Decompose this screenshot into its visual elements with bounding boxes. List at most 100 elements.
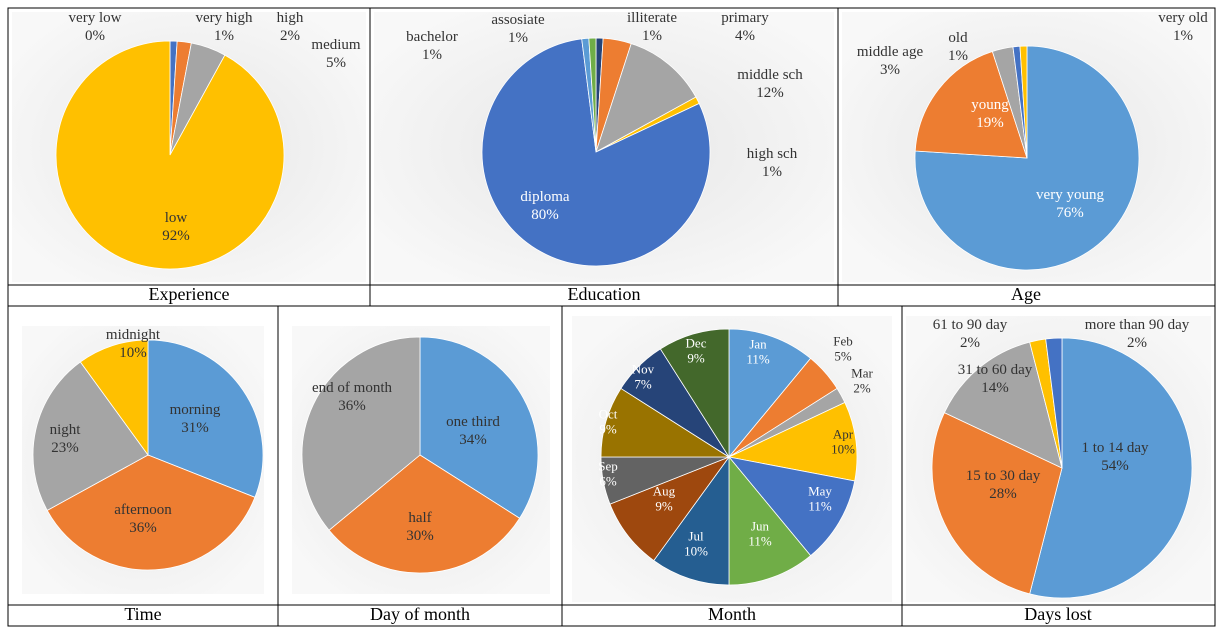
pie-slice: [653, 455, 730, 586]
category-name: Feb: [833, 333, 853, 348]
slice-label: low 92%: [162, 210, 190, 244]
pie-slice: [1019, 45, 1028, 159]
chart-caption: Day of month: [370, 604, 470, 624]
percent-label: 11%: [808, 498, 832, 513]
category-name: illiterate: [627, 10, 677, 26]
slice-label: very old 1%: [1158, 10, 1208, 44]
category-name: end of month: [312, 380, 392, 396]
category-name: primary: [721, 10, 769, 26]
slice-label: diploma 80%: [520, 189, 570, 223]
category-name: Apr: [833, 426, 854, 441]
percent-label: 11%: [746, 351, 770, 366]
slice-label: afternoon 36%: [114, 502, 172, 536]
pie-slice: [1029, 337, 1193, 599]
chart-caption: Month: [708, 604, 756, 624]
pie-slice: [301, 336, 421, 531]
pie-slice: [727, 456, 856, 557]
category-name: morning: [170, 402, 221, 418]
slice-label: Jan 11%: [746, 336, 770, 366]
percent-label: 23%: [51, 440, 79, 456]
slice-label: Dec 9%: [686, 335, 707, 365]
slice-label: illiterate 1%: [627, 10, 677, 44]
slice-label: middle age 3%: [857, 44, 924, 78]
slice-label: high sch 1%: [747, 146, 798, 180]
percent-label: 54%: [1101, 458, 1129, 474]
table-border: [7, 7, 1216, 627]
slice-label: more than 90 day 2%: [1085, 317, 1190, 351]
pie-slice: [931, 412, 1063, 595]
category-name: bachelor: [406, 29, 458, 45]
percent-label: 5%: [834, 348, 852, 363]
percent-label: 80%: [531, 207, 559, 223]
pie-slice: [588, 37, 597, 153]
category-name: 15 to 30 day: [966, 468, 1041, 484]
slice-label: Nov 7%: [632, 361, 655, 391]
category-name: very high: [195, 10, 253, 26]
slice-label: Feb 5%: [833, 333, 853, 363]
slice-label: end of month 36%: [312, 380, 392, 414]
slice-label: Sep 6%: [598, 458, 618, 488]
category-name: Nov: [632, 361, 655, 376]
category-name: middle sch: [737, 67, 803, 83]
slice-label: 1 to 14 day 54%: [1081, 440, 1149, 474]
percent-label: 10%: [831, 441, 855, 456]
chart-caption: Age: [1011, 284, 1041, 304]
slice-label: very low 0%: [69, 10, 122, 44]
category-name: Jun: [751, 518, 770, 533]
category-name: high: [277, 10, 304, 26]
pie-slice: [55, 40, 285, 270]
percent-label: 1%: [762, 164, 782, 180]
slice-label: 15 to 30 day 28%: [966, 468, 1041, 502]
slice-label: medium 5%: [311, 37, 360, 71]
category-name: Dec: [686, 335, 707, 350]
percent-label: 2%: [1127, 335, 1147, 351]
slice-label: bachelor 1%: [406, 29, 458, 63]
chart-caption: Education: [568, 284, 641, 304]
percent-label: 2%: [960, 335, 980, 351]
slice-label: high 2%: [277, 10, 304, 44]
slice-label: primary 4%: [721, 10, 769, 44]
percent-label: 1%: [1173, 28, 1193, 44]
percent-label: 2%: [280, 28, 300, 44]
slice-label: Mar 2%: [851, 365, 873, 395]
category-name: 31 to 60 day: [958, 362, 1033, 378]
category-name: Jul: [688, 528, 704, 543]
percent-label: 10%: [684, 543, 708, 558]
slice-label: very high 1%: [195, 10, 253, 44]
percent-label: 92%: [162, 228, 190, 244]
pie-slice: [914, 50, 1028, 159]
category-name: more than 90 day: [1085, 317, 1190, 333]
category-name: very young: [1036, 187, 1104, 203]
slice-label: Oct 9%: [599, 406, 618, 436]
category-name: May: [808, 483, 832, 498]
category-name: very low: [69, 10, 122, 26]
category-name: middle age: [857, 44, 924, 60]
percent-label: 9%: [599, 421, 617, 436]
percent-label: 1%: [642, 28, 662, 44]
slice-label: midnight 10%: [106, 327, 161, 361]
slice-label: Jul 10%: [684, 528, 708, 558]
category-name: Sep: [598, 458, 618, 473]
percent-label: 14%: [981, 380, 1009, 396]
slice-label: assosiate 1%: [491, 12, 545, 46]
percent-label: 34%: [459, 432, 487, 448]
category-name: diploma: [520, 189, 570, 205]
percent-label: 28%: [989, 486, 1017, 502]
category-name: high sch: [747, 146, 798, 162]
percent-label: 6%: [599, 473, 617, 488]
percent-label: 76%: [1056, 205, 1084, 221]
category-name: Oct: [599, 406, 618, 421]
category-name: Jan: [749, 336, 767, 351]
slice-label: 31 to 60 day 14%: [958, 362, 1033, 396]
category-name: Mar: [851, 365, 873, 380]
pie-slice: [79, 339, 149, 457]
chart-caption: Days lost: [1024, 604, 1092, 624]
slice-label: old 1%: [948, 30, 968, 64]
pie-slice: [595, 43, 697, 153]
slice-label: Jun 11%: [748, 518, 772, 548]
percent-label: 1%: [508, 30, 528, 46]
percent-label: 7%: [634, 376, 652, 391]
pie-slice: [419, 336, 539, 519]
slice-label: night 23%: [50, 422, 82, 456]
category-name: midnight: [106, 327, 161, 343]
